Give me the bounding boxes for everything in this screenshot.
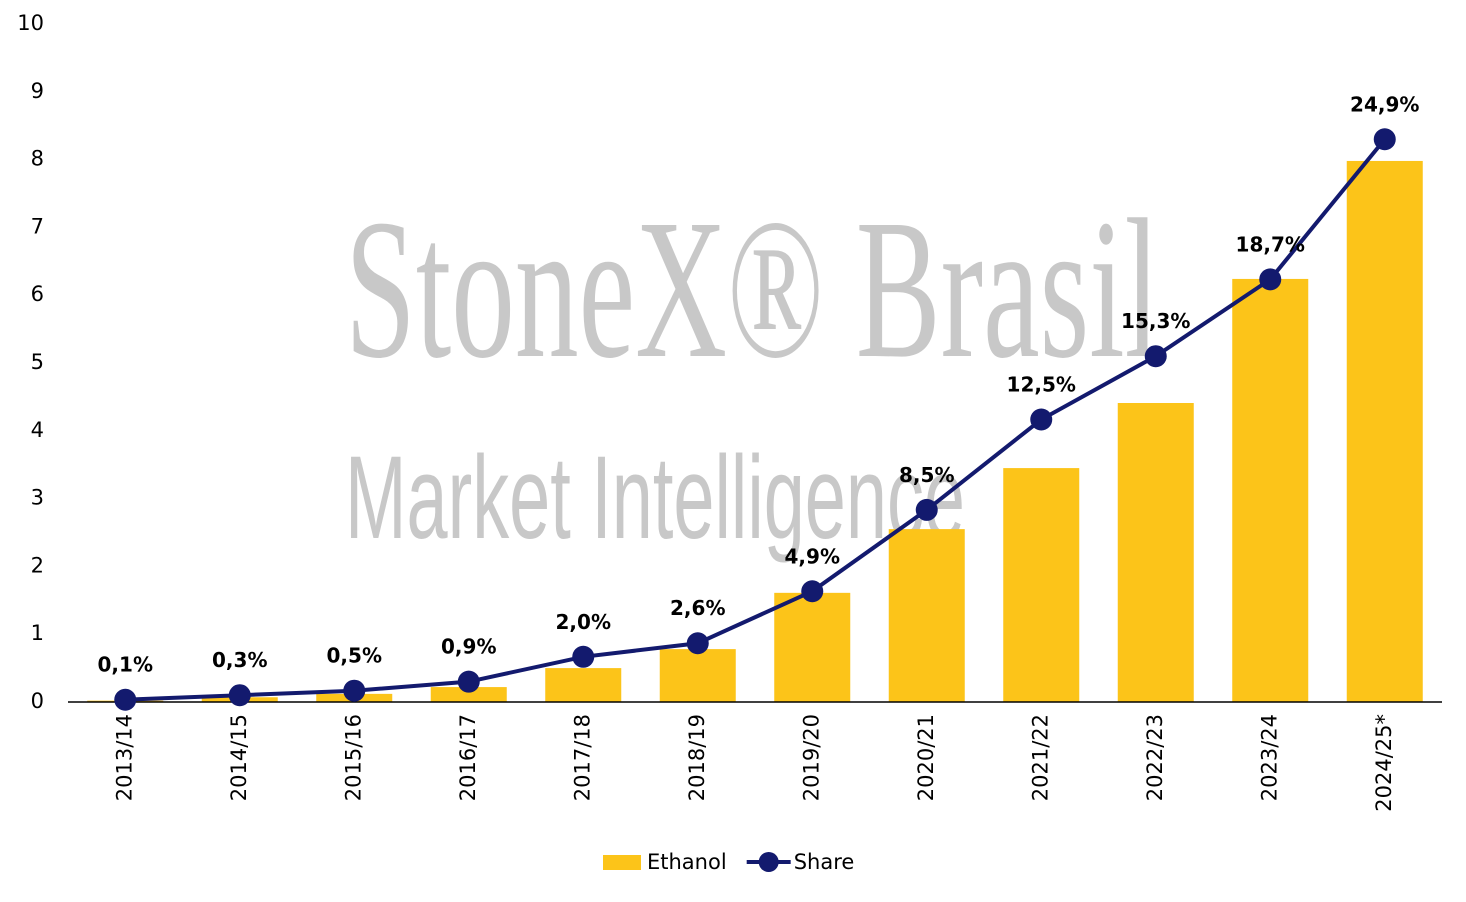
watermark: StoneX® Brasil	[345, 179, 1160, 400]
x-tick-label: 2019/20	[799, 714, 823, 801]
y-tick-label: 5	[31, 350, 44, 374]
value-label: 2,0%	[556, 610, 611, 634]
bar	[430, 687, 507, 702]
x-tick-label: 2023/24	[1257, 714, 1281, 801]
value-label: 18,7%	[1236, 232, 1305, 256]
bar	[1232, 278, 1309, 702]
line	[125, 137, 1387, 702]
watermark: Market Intelligence	[345, 432, 965, 564]
value-label: 0,3%	[212, 648, 267, 672]
x-tick-label: 2018/19	[685, 714, 709, 801]
x-tick-label: 2020/21	[914, 714, 938, 801]
legend-swatch	[603, 855, 641, 870]
y-tick-label: 8	[31, 147, 44, 171]
bar	[1346, 160, 1423, 702]
value-label: 2,6%	[670, 596, 725, 620]
y-tick-label: 10	[17, 11, 44, 35]
y-tick-label: 1	[31, 621, 44, 645]
y-tick-label: 3	[31, 486, 44, 510]
value-label: 0,1%	[98, 653, 153, 677]
y-tick-label: 9	[31, 79, 44, 103]
point	[1259, 268, 1282, 291]
value-label: 15,3%	[1121, 309, 1190, 333]
x-tick-label: 2013/14	[112, 714, 136, 801]
y-tick-label: 4	[31, 418, 44, 442]
bar	[1003, 468, 1080, 702]
point	[114, 688, 137, 711]
x-tick-label: 2014/15	[227, 714, 251, 801]
point	[343, 679, 366, 702]
y-tick-label: 0	[31, 689, 44, 713]
y-tick-label: 2	[31, 553, 44, 577]
value-label: 0,9%	[441, 635, 496, 659]
point	[801, 580, 824, 603]
point	[1144, 345, 1167, 368]
point	[228, 684, 251, 707]
bar	[774, 592, 851, 702]
value-label: 24,9%	[1350, 92, 1419, 116]
value-label: 4,9%	[785, 544, 840, 568]
value-label: 8,5%	[899, 463, 954, 487]
y-tick-label: 6	[31, 282, 44, 306]
point	[1030, 408, 1053, 431]
value-label: 12,5%	[1007, 373, 1076, 397]
point	[915, 498, 938, 521]
x-tick-label: 2021/22	[1028, 714, 1052, 801]
legend-label: Ethanol	[647, 850, 727, 874]
x-tick-label: 2015/16	[341, 714, 365, 801]
x-tick-label: 2024/25*	[1372, 714, 1396, 812]
value-label: 0,5%	[327, 644, 382, 668]
bar	[659, 649, 736, 702]
bar	[1117, 403, 1194, 702]
point	[572, 645, 595, 668]
x-tick-label: 2017/18	[570, 714, 594, 801]
legend-label: Share	[794, 850, 855, 874]
point	[457, 670, 480, 693]
y-tick-label: 7	[31, 214, 44, 238]
point	[686, 632, 709, 655]
point	[1373, 128, 1396, 151]
bar	[888, 529, 965, 702]
x-tick-label: 2016/17	[456, 714, 480, 801]
bar	[545, 668, 622, 702]
legend-swatch	[758, 852, 779, 872]
x-tick-label: 2022/23	[1143, 714, 1167, 801]
